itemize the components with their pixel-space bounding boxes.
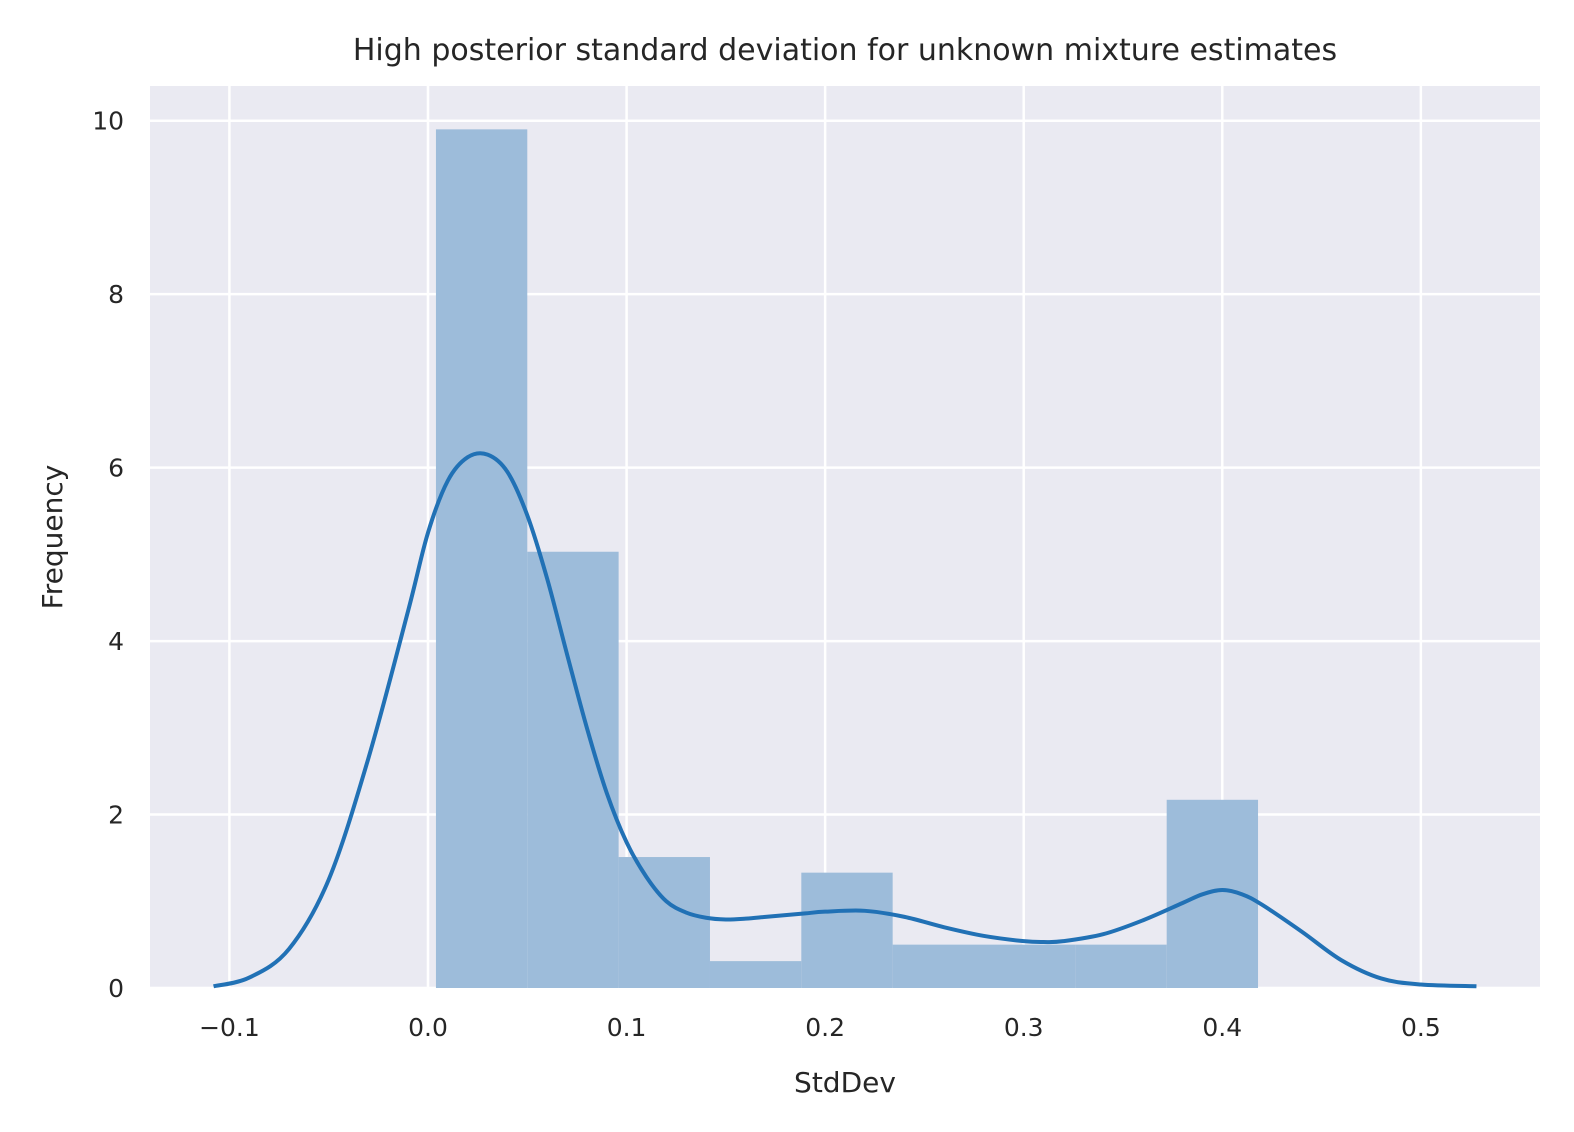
y-tick-label: 0 [108, 974, 124, 1003]
x-tick-label: 0.2 [805, 1013, 845, 1042]
kde-curve [213, 451, 1477, 989]
chart-title: High posterior standard deviation for un… [353, 33, 1337, 68]
histogram-bar [801, 872, 893, 988]
x-tick-label: 0.5 [1401, 1013, 1441, 1042]
y-tick-label: 6 [108, 454, 124, 483]
histogram-bar [984, 944, 1076, 988]
x-tick-label: 0.1 [607, 1013, 647, 1042]
histogram-bar [435, 129, 528, 989]
histogram-bars [435, 129, 1259, 989]
y-tick-label: 10 [92, 107, 124, 136]
x-tick-label: 0.0 [408, 1013, 448, 1042]
y-tick-label: 4 [108, 627, 124, 656]
x-tick-labels: −0.1 0.0 0.1 0.2 0.3 0.4 0.5 [199, 1013, 1441, 1042]
y-tick-labels: 0 2 4 6 8 10 [92, 107, 124, 1003]
x-axis-label: StdDev [794, 1066, 896, 1099]
y-tick-label: 8 [108, 280, 124, 309]
x-tick-label: 0.3 [1004, 1013, 1044, 1042]
x-tick-label: −0.1 [199, 1013, 260, 1042]
x-tick-label: 0.4 [1202, 1013, 1242, 1042]
histogram-bar [527, 551, 619, 988]
plot-background [150, 86, 1540, 988]
histogram-bar [892, 944, 984, 988]
y-axis-label: Frequency [36, 465, 69, 610]
histogram-bar [618, 857, 710, 988]
histogram-bar [1075, 944, 1167, 988]
y-tick-label: 2 [108, 801, 124, 830]
grid-lines [150, 86, 1540, 990]
histogram-bar [709, 961, 802, 988]
